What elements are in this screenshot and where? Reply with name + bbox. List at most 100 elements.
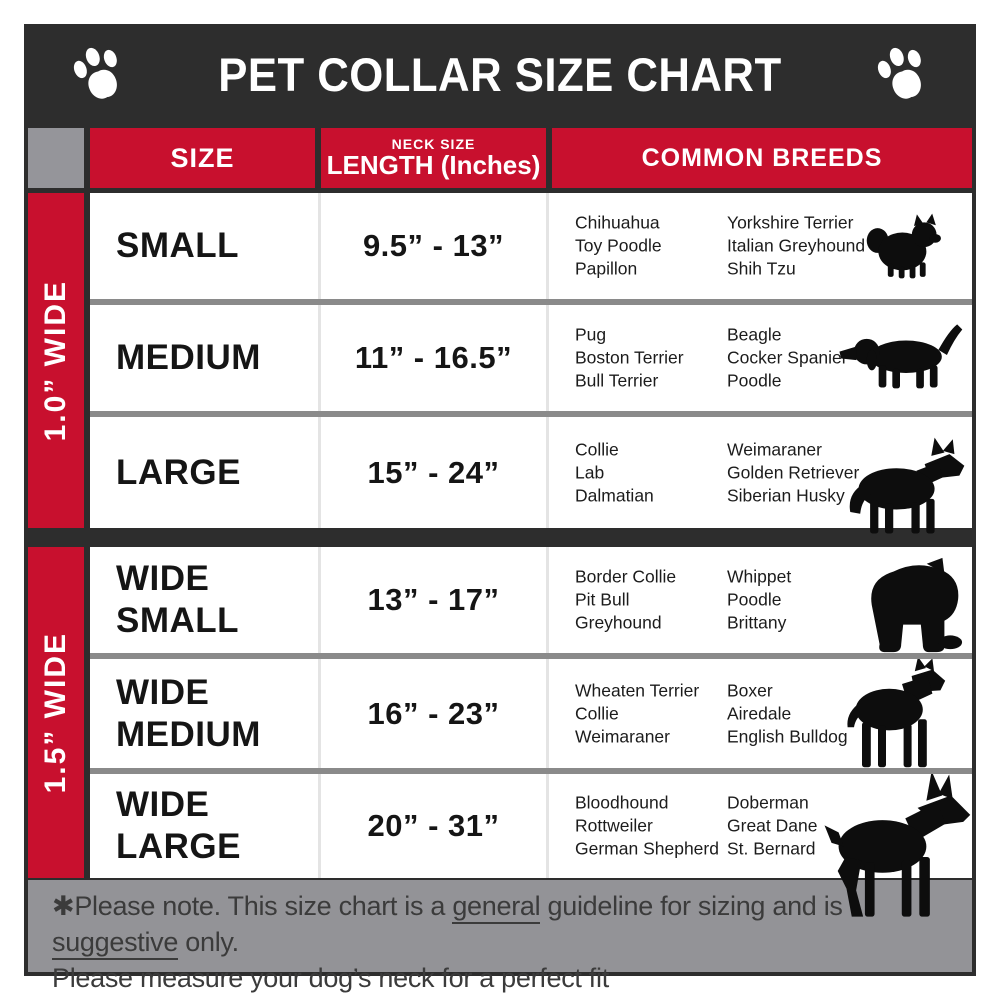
breed-name: Yorkshire Terrier (727, 212, 854, 233)
breed-name: Doberman (727, 792, 809, 813)
breed-list: Weimaraner Golden Retriever Siberian Husky (727, 438, 882, 507)
column-divider (546, 547, 549, 653)
breed-list: Beagle Cocker Spaniel Poodle (727, 323, 882, 392)
size-chart: PET COLLAR SIZE CHART SIZE NECK SIZE LEN… (24, 24, 976, 993)
breed-name: Dalmatian (575, 485, 654, 506)
breed-list: Collie Lab Dalmatian (575, 438, 723, 507)
size-value: WIDE LARGE (116, 785, 241, 866)
breed-name: Chihuahua (575, 212, 660, 233)
breed-name: Weimaraner (575, 726, 670, 747)
size-cell: WIDE MEDIUM (90, 659, 318, 768)
footer-note-segment: ✱Please note. This size chart is a (52, 891, 453, 921)
breed-name: Golden Retriever (727, 461, 860, 482)
column-divider (318, 547, 321, 653)
pitbull-silhouette (847, 656, 946, 768)
footer-note-segment: only. (178, 926, 239, 957)
column-divider (318, 305, 321, 411)
breed-name: Bull Terrier (575, 370, 659, 391)
breed-name: Whippet (727, 566, 792, 587)
breeds-cell: Wheaten Terrier Collie Weimaraner Boxer Air… (549, 656, 972, 768)
breed-name: Weimaraner (727, 438, 822, 459)
breeds-cell: Bloodhound Rottweiler German Shepherd Dobe… (549, 770, 972, 917)
size-value: WIDE MEDIUM (116, 672, 261, 754)
column-divider (546, 193, 549, 299)
row-divider (90, 411, 972, 417)
length-cell: 16” - 23” (367, 695, 500, 731)
breed-name: St. Bernard (727, 838, 816, 859)
length-cell: 13” - 17” (367, 582, 500, 617)
breeds-cell: Collie Lab Dalmatian Weimaraner Golden Retr… (549, 417, 972, 534)
row-divider (90, 653, 972, 659)
length-cell: 9.5” - 13” (362, 228, 505, 263)
breed-name: Beagle (727, 324, 782, 345)
width-section-1.0: 1.0” WIDE (28, 193, 84, 528)
breed-name: Airedale (727, 702, 792, 723)
column-divider (318, 659, 321, 768)
table-row-wide-medium: WIDE MEDIUM 16” - 23” Wheaten Terrier Col… (90, 656, 972, 768)
breed-name: Wheaten Terrier (575, 679, 700, 700)
breed-name: Brittany (727, 612, 787, 633)
paw-icon (877, 47, 921, 99)
breed-name: Great Dane (727, 815, 818, 836)
breed-name: Rottweiler (575, 815, 653, 836)
breed-name: Pit Bull (575, 589, 630, 610)
table-row-large: LARGE 15” - 24” Collie Lab Dalmatian Weima… (90, 417, 972, 534)
length-cell: 11” - 16.5” (354, 340, 513, 375)
row-divider (90, 299, 972, 305)
breeds-cell: Border Collie Pit Bull Greyhound Whippet Po… (549, 547, 972, 653)
breed-name: Papillon (575, 258, 638, 279)
breed-name: English Bulldog (727, 726, 848, 747)
breed-name: Poodle (727, 370, 782, 391)
breed-name: Cocker Spaniel (727, 347, 846, 368)
row-divider (90, 768, 972, 774)
breed-name: Siberian Husky (727, 485, 845, 506)
breed-name: Toy Poodle (575, 235, 662, 256)
footer-note: ✱Please note. This size chart is a gener… (28, 880, 972, 993)
husky-silhouette (849, 437, 965, 534)
footer-note-segment: guideline for sizing and is (540, 891, 843, 921)
column-divider (318, 193, 321, 299)
breed-list: Chihuahua Toy Poodle Papillon (575, 211, 723, 280)
column-divider (546, 305, 549, 411)
column-divider (546, 417, 549, 528)
footer-note-segment: suggestive (52, 926, 178, 960)
breed-name: Boston Terrier (575, 347, 684, 368)
width-label: 1.5” WIDE (39, 631, 72, 794)
breed-list: Yorkshire Terrier Italian Greyhound Shih T… (727, 211, 882, 280)
breed-name: Pug (575, 324, 607, 345)
paw-icon (73, 47, 117, 99)
size-cell: WIDE SMALL (90, 547, 318, 653)
breed-name: Border Collie (575, 566, 677, 587)
breed-name: Greyhound (575, 612, 662, 633)
length-cell: 15” - 24” (367, 454, 500, 490)
length-cell: 20” - 31” (367, 808, 500, 843)
column-header-length: NECK SIZE LENGTH (Inches) (321, 128, 546, 188)
breed-name: Collie (575, 702, 619, 723)
footer-note-line1: ✱Please note. This size chart is a gener… (52, 889, 952, 961)
table-row-wide-small: WIDE SMALL 13” - 17” Border Collie Pit Bu… (90, 547, 972, 653)
breed-name: Boxer (727, 679, 773, 700)
pomeranian-silhouette (866, 213, 941, 279)
breed-list: Boxer Airedale English Bulldog (727, 679, 882, 748)
breeds-cell: Pug Boston Terrier Bull Terrier Beagle Cock… (549, 305, 972, 411)
corner-spacer (28, 128, 84, 188)
width-section-1.5: 1.5” WIDE (28, 547, 84, 878)
breed-list: Pug Boston Terrier Bull Terrier (575, 323, 723, 392)
column-divider (318, 417, 321, 528)
title-bar: PET COLLAR SIZE CHART (24, 24, 976, 124)
page-title: PET COLLAR SIZE CHART (218, 47, 782, 101)
size-value: WIDE SMALL (116, 559, 240, 640)
size-cell: LARGE (90, 417, 318, 528)
column-header-breeds: COMMON BREEDS (552, 128, 972, 188)
neck-size-label: NECK SIZE (391, 136, 476, 152)
breed-list: Wheaten Terrier Collie Weimaraner (575, 679, 723, 748)
breed-list: Bloodhound Rottweiler German Shepherd (575, 791, 723, 860)
breed-name: German Shepherd (575, 838, 719, 859)
breed-list: Border Collie Pit Bull Greyhound (575, 565, 723, 634)
column-header-size: SIZE (90, 128, 315, 188)
breed-name: Italian Greyhound (727, 235, 866, 256)
footer-note-line2: Please measure your dog’s neck for a per… (52, 962, 609, 993)
length-label: LENGTH (Inches) (326, 149, 541, 180)
size-cell: MEDIUM (90, 305, 318, 411)
